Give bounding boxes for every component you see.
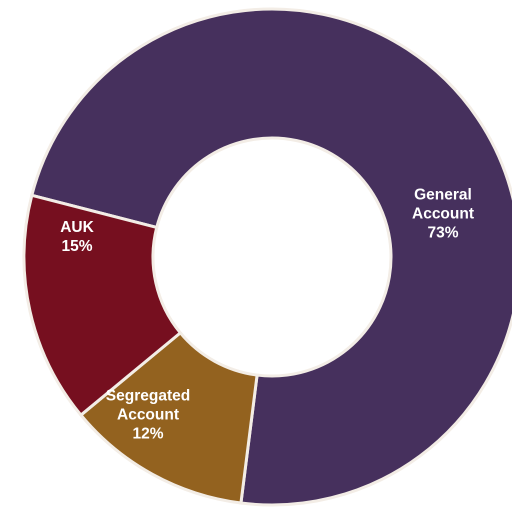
donut-slice-label-line: 73%	[427, 225, 458, 242]
donut-slice-0	[29, 7, 512, 507]
donut-slice-label-2: AUK 15%	[60, 219, 94, 255]
donut-slice-label-line: Account	[117, 407, 179, 424]
donut-slice-2	[22, 193, 183, 418]
donut-slice-label-line: 15%	[61, 238, 92, 255]
donut-slice-1	[78, 330, 259, 505]
donut-slice-label-line: General	[414, 187, 472, 204]
donut-slices	[22, 7, 512, 507]
donut-slice-label-line: Segregated	[106, 388, 190, 405]
donut-slice-label-1: Segregated Account 12%	[106, 388, 190, 443]
donut-slice-label-0: General Account 73%	[412, 187, 474, 242]
donut-slice-label-line: AUK	[60, 219, 94, 236]
donut-labels: General Account 73% Segregated Account 12% AUK…	[60, 187, 474, 443]
donut-slice-label-line: 12%	[132, 426, 163, 443]
donut-slice-label-line: Account	[412, 206, 474, 223]
